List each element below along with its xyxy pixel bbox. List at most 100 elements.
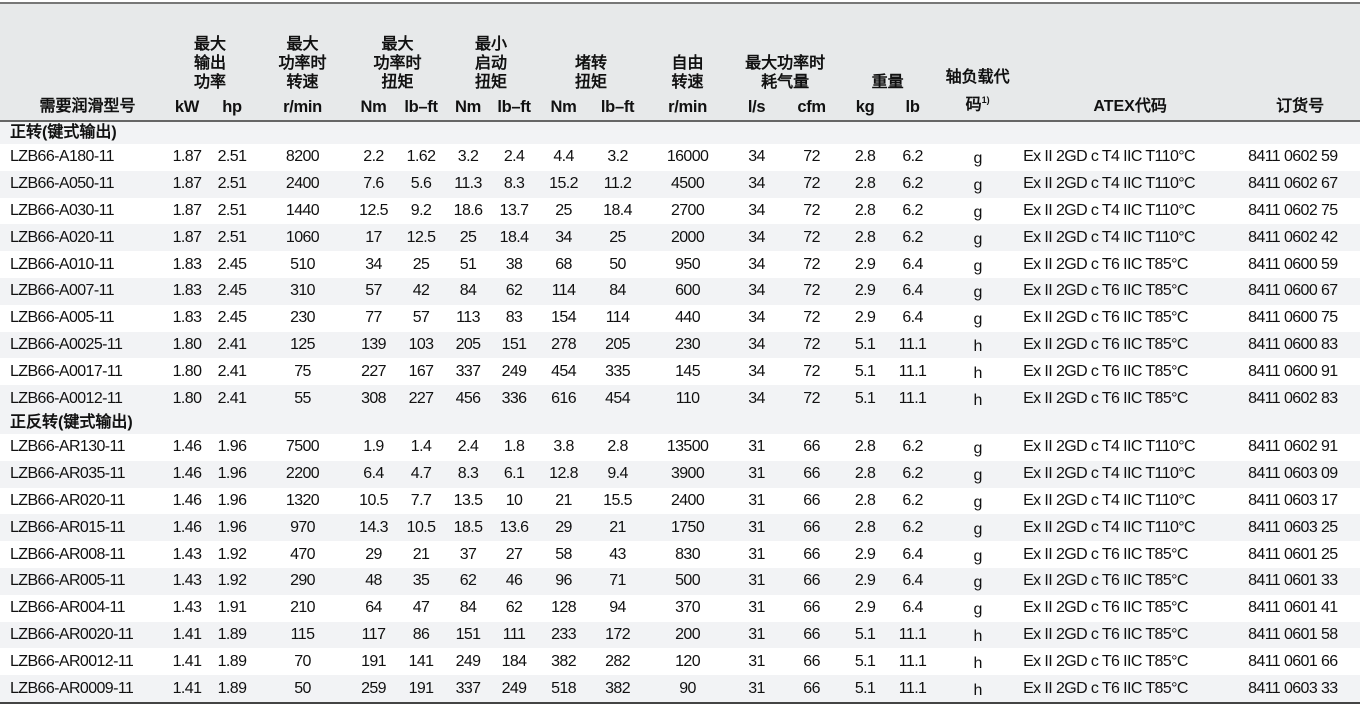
value-cell: 950 — [675, 255, 701, 273]
value-cell: 3.2 — [607, 148, 628, 166]
section-header: 正反转(键式输出) — [0, 411, 1360, 434]
value-cell: 6.2 — [902, 438, 923, 456]
value-cell: 6.2 — [890, 460, 936, 488]
atex-cell: Ex II 2GD c T6 IIC T85°C — [1023, 652, 1188, 670]
value-cell: 12.5 — [359, 201, 388, 219]
value-cell: 1.87 — [172, 201, 202, 219]
order-number-cell: 8411 0603 09 — [1240, 460, 1360, 488]
value-cell: 125 — [255, 331, 351, 359]
value-cell: 34 — [730, 385, 784, 412]
header-model: 需要润滑型号 — [0, 3, 165, 122]
shaft-code-cell: g — [973, 547, 982, 565]
order-number-cell: 8411 0602 91 — [1248, 438, 1338, 456]
model-cell: LZB66-AR004-11 — [10, 599, 126, 617]
value-cell: 2.9 — [854, 599, 876, 617]
value-cell: 2.51 — [217, 148, 247, 166]
value-cell: 29 — [537, 514, 591, 542]
value-cell: 38 — [505, 255, 523, 273]
value-cell: 50 — [609, 255, 626, 273]
value-cell: 13.7 — [499, 201, 529, 219]
value-cell: 9.2 — [410, 201, 432, 219]
atex-cell: Ex II 2GD c T6 IIC T85°C — [1020, 567, 1241, 595]
table-row: LZB66-A010-11 1.83 2.45 510 34 25 51 38 68 50 950 3… — [0, 251, 1360, 278]
value-cell: 117 — [350, 621, 398, 649]
atex-cell: Ex II 2GD c T6 IIC T85°C — [1023, 309, 1188, 327]
model-cell: LZB66-A0017-11 — [10, 362, 123, 380]
order-number-cell: 8411 0600 75 — [1248, 309, 1338, 327]
table-body: 正转(键式输出) LZB66-A180-11 1.87 2.51 8200 2.2 1.62… — [0, 121, 1360, 704]
value-cell: 470 — [290, 545, 316, 563]
shaft-code-cell: g — [935, 460, 1021, 488]
value-cell: 4.7 — [397, 460, 446, 488]
value-cell: 440 — [675, 309, 701, 327]
value-cell: 249 — [455, 652, 482, 670]
value-cell: 31 — [748, 652, 765, 670]
value-cell: 11.1 — [898, 652, 927, 670]
value-cell: 12.5 — [397, 224, 446, 252]
value-cell: 34 — [748, 201, 765, 219]
value-cell: 1.96 — [209, 514, 256, 542]
value-cell: 13.6 — [491, 514, 538, 542]
value-cell: 62 — [491, 277, 538, 305]
value-cell: 1.96 — [217, 438, 247, 456]
atex-cell: Ex II 2GD c T6 IIC T85°C — [1020, 621, 1241, 649]
value-cell: 72 — [783, 385, 841, 412]
order-number-cell: 8411 0600 91 — [1248, 362, 1338, 380]
value-cell: 27 — [505, 545, 523, 563]
value-cell: 5.6 — [397, 170, 446, 198]
header-unit: Nm — [445, 94, 492, 122]
value-cell: 18.4 — [491, 224, 538, 252]
table-row: LZB66-AR008-11 1.43 1.92 470 29 21 37 27 58 43 830… — [0, 541, 1360, 568]
value-cell: 191 — [397, 675, 446, 704]
value-cell: 2.51 — [217, 201, 247, 219]
value-cell: 72 — [803, 255, 820, 273]
value-cell: 510 — [290, 255, 316, 273]
value-cell: 1.46 — [165, 460, 209, 488]
value-cell: 120 — [675, 652, 701, 670]
header-unit: lb–ft — [590, 94, 646, 122]
value-cell: 205 — [590, 331, 646, 359]
value-cell: 308 — [350, 385, 398, 412]
shaft-code-cell: g — [973, 493, 982, 511]
value-cell: 1.92 — [217, 545, 247, 563]
value-cell: 34 — [730, 331, 784, 359]
atex-cell: Ex II 2GD c T6 IIC T85°C — [1020, 675, 1241, 704]
value-cell: 17 — [350, 224, 398, 252]
value-cell: 145 — [675, 362, 701, 380]
value-cell: 5.1 — [840, 331, 891, 359]
value-cell: 6.2 — [890, 224, 936, 252]
value-cell: 31 — [748, 599, 765, 617]
header-unit: r/min — [645, 94, 731, 122]
value-cell: 115 — [255, 621, 351, 649]
value-cell: 72 — [783, 277, 841, 305]
value-cell: 6.2 — [902, 148, 923, 166]
atex-cell: Ex II 2GD c T4 IIC T110°C — [1020, 224, 1241, 252]
value-cell: 50 — [255, 675, 351, 704]
model-cell: LZB66-AR130-11 — [10, 438, 126, 456]
value-cell: 6.4 — [902, 255, 923, 273]
atex-cell: Ex II 2GD c T6 IIC T85°C — [1023, 545, 1188, 563]
value-cell: 1.9 — [363, 438, 384, 456]
shaft-code-cell: h — [935, 331, 1021, 359]
value-cell: 233 — [537, 621, 591, 649]
header-unit: lb–ft — [491, 94, 538, 122]
shaft-code-cell: h — [935, 385, 1021, 412]
value-cell: 84 — [590, 277, 646, 305]
value-cell: 84 — [445, 277, 492, 305]
model-cell: LZB66-A030-11 — [10, 201, 115, 219]
value-cell: 18.4 — [603, 201, 632, 219]
value-cell: 8.3 — [491, 170, 538, 198]
value-cell: 7.7 — [410, 491, 432, 509]
value-cell: 34 — [748, 309, 765, 327]
model-cell: LZB66-A180-11 — [10, 148, 115, 166]
value-cell: 1.62 — [406, 148, 436, 166]
value-cell: 1.41 — [165, 621, 209, 649]
value-cell: 31 — [730, 460, 784, 488]
table-row: LZB66-AR005-11 1.43 1.92 290 48 35 62 46 96 71 500… — [0, 567, 1360, 595]
value-cell: 34 — [748, 255, 765, 273]
value-cell: 72 — [783, 331, 841, 359]
value-cell: 191 — [361, 652, 387, 670]
value-cell: 62 — [445, 567, 492, 595]
value-cell: 1.87 — [165, 170, 209, 198]
value-cell: 2.8 — [840, 460, 891, 488]
